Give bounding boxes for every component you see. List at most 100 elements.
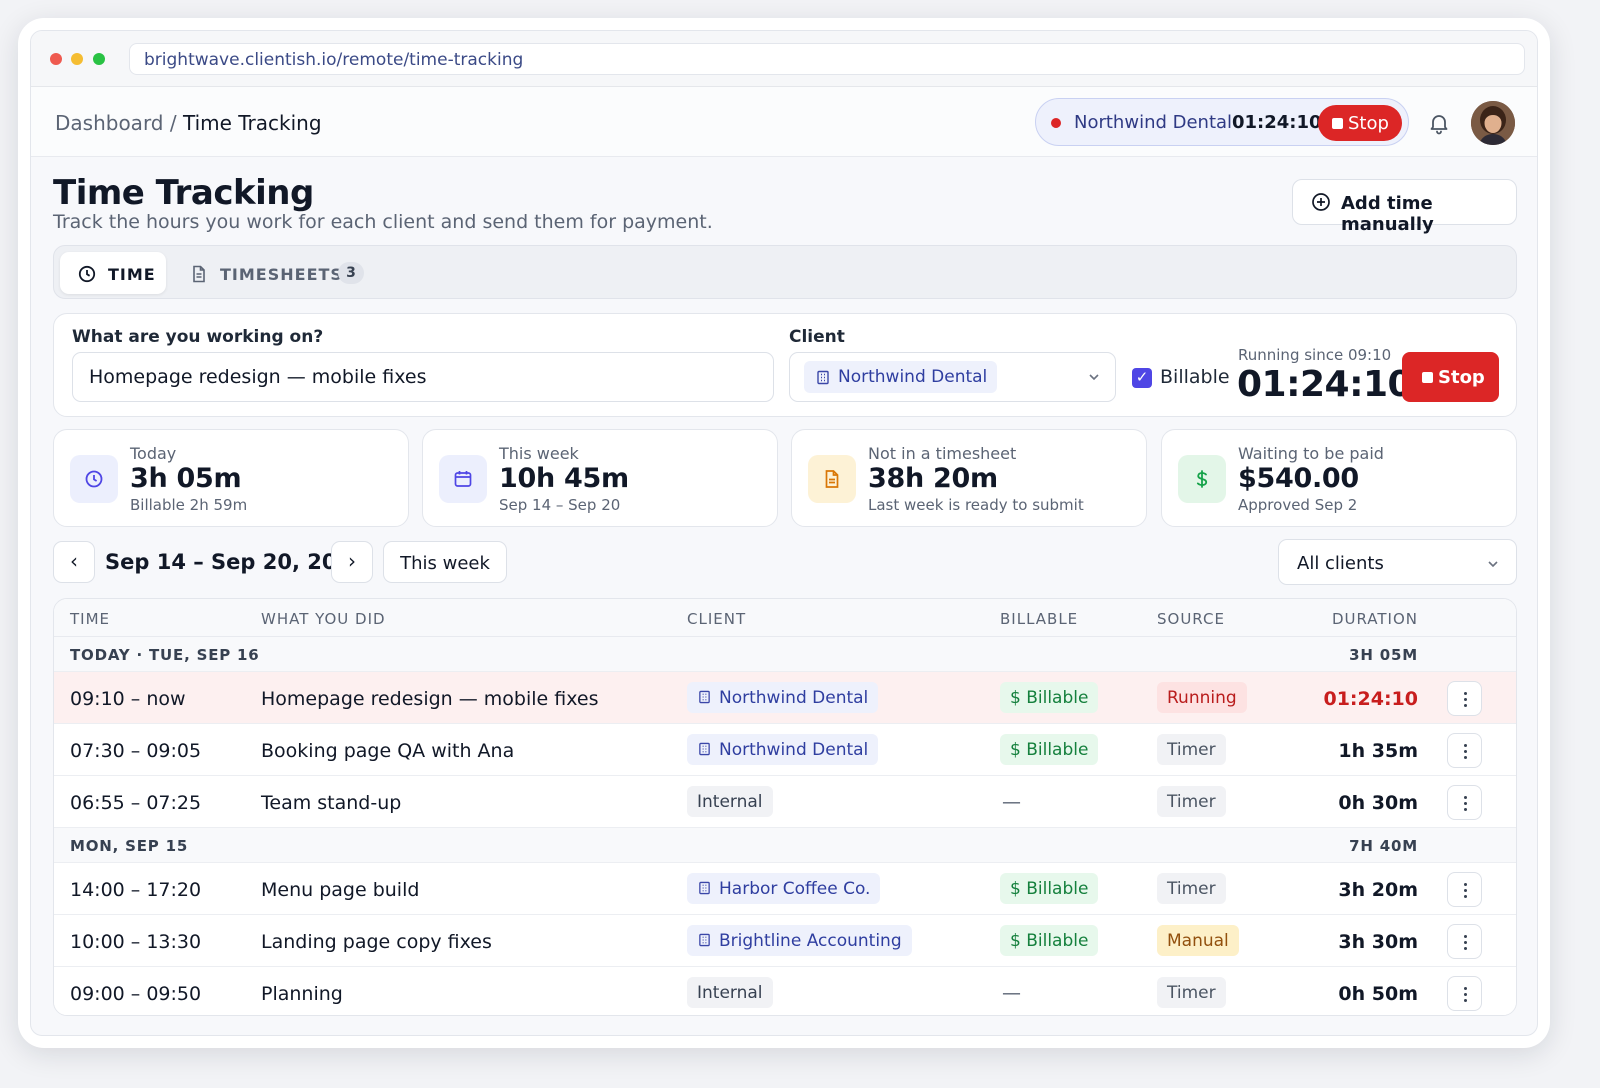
this-week-button[interactable]: This week	[383, 541, 507, 583]
chevron-down-icon	[1089, 374, 1099, 381]
billable-checkbox[interactable]: ✓	[1132, 368, 1152, 388]
breadcrumb-separator: /	[163, 111, 183, 135]
add-time-manually-button[interactable]: Add time manually	[1292, 179, 1517, 235]
row-actions-kebab-icon[interactable]	[1447, 976, 1482, 1011]
stop-timer-label: Stop	[1438, 367, 1485, 388]
dollar-icon	[1178, 455, 1226, 503]
recording-dot-icon	[1051, 118, 1061, 128]
add-time-label: Add time manually	[1341, 193, 1434, 235]
stat-subtext: Last week is ready to submit	[868, 496, 1084, 514]
client-chip-label: Brightline Accounting	[719, 931, 902, 951]
source-badge: Timer	[1157, 977, 1226, 1008]
tab-timesheets[interactable]: TIMESHEETS 3	[186, 252, 376, 294]
table-row[interactable]: 09:00 – 09:50 Planning Internal — Timer 0h 50…	[54, 967, 1516, 1015]
entry-description: Menu page build	[261, 879, 420, 901]
stat-label: Not in a timesheet	[868, 444, 1017, 463]
selected-client-chip: Northwind Dental	[804, 361, 998, 393]
entry-time-range: 14:00 – 17:20	[70, 879, 202, 901]
column-header-billable: BILLABLE	[1000, 610, 1079, 628]
table-row[interactable]: 09:10 – now Homepage redesign — mobile fi…	[54, 672, 1516, 724]
row-actions-kebab-icon[interactable]	[1447, 785, 1482, 820]
tab-time[interactable]: TIME	[60, 252, 166, 294]
app-header: Dashboard / Time Tracking Northwind Dent…	[31, 87, 1537, 157]
building-icon	[699, 933, 710, 947]
document-icon	[193, 265, 205, 283]
row-actions-kebab-icon[interactable]	[1447, 733, 1482, 768]
column-header-client: CLIENT	[687, 610, 747, 628]
timer-client-name: Northwind Dental	[1074, 112, 1233, 133]
address-bar[interactable]: brightwave.clientish.io/remote/time-trac…	[129, 43, 1525, 75]
table-row[interactable]: 06:55 – 07:25 Team stand-up Internal — Timer…	[54, 776, 1516, 828]
building-icon	[699, 690, 710, 704]
column-header-what-you-did: WHAT YOU DID	[261, 610, 386, 628]
maximize-window-button[interactable]	[93, 53, 105, 65]
row-actions-kebab-icon[interactable]	[1447, 924, 1482, 959]
clock-icon	[70, 455, 118, 503]
table-group-header: TODAY · TUE, SEP 16 3H 05M	[54, 637, 1516, 672]
stat-label: Today	[130, 444, 177, 463]
group-total: 7H 40M	[1349, 837, 1418, 855]
table-row[interactable]: 07:30 – 09:05 Booking page QA with Ana Nor…	[54, 724, 1516, 776]
entry-time-range: 07:30 – 09:05	[70, 740, 202, 762]
entry-description: Planning	[261, 983, 343, 1005]
entry-duration: 1h 35m	[1338, 740, 1418, 762]
client-filter-select[interactable]: All clients	[1278, 539, 1517, 585]
entry-time-range: 10:00 – 13:30	[70, 931, 202, 953]
entry-description: Landing page copy fixes	[261, 931, 492, 953]
source-badge: Timer	[1157, 786, 1226, 817]
client-field-label: Client	[789, 327, 845, 347]
stat-value: 10h 45m	[499, 463, 629, 494]
breadcrumb-current: Time Tracking	[182, 111, 322, 135]
client-select[interactable]: Northwind Dental	[789, 352, 1116, 402]
running-timer-display: 01:24:10	[1237, 364, 1413, 405]
stat-value: 3h 05m	[130, 463, 242, 494]
client-chip[interactable]: Northwind Dental	[687, 734, 879, 765]
billable-badge: $ Billable	[1000, 734, 1099, 765]
week-range-label: Sep 14 – Sep 20, 2026	[105, 550, 366, 574]
tab-time-label: TIME	[108, 265, 156, 284]
source-badge: Timer	[1157, 734, 1226, 765]
tab-timesheets-label: TIMESHEETS	[220, 265, 343, 284]
stop-square-icon	[1422, 372, 1433, 383]
building-icon	[817, 370, 829, 385]
client-filter-label: All clients	[1297, 553, 1384, 574]
avatar[interactable]	[1471, 101, 1515, 145]
column-header-time: TIME	[70, 610, 111, 628]
breadcrumb-dashboard-link[interactable]: Dashboard	[55, 111, 164, 135]
entry-description: Booking page QA with Ana	[261, 740, 515, 762]
source-badge: Manual	[1157, 925, 1239, 956]
source-badge: Running	[1157, 682, 1247, 713]
previous-week-button[interactable]: ‹	[53, 541, 95, 583]
building-icon	[699, 742, 710, 756]
calendar-icon	[439, 455, 487, 503]
not-billable-dash: —	[1002, 791, 1021, 813]
page-subtitle: Track the hours you work for each client…	[53, 211, 713, 233]
client-chip-label: Northwind Dental	[719, 740, 869, 760]
entry-duration: 0h 30m	[1338, 792, 1418, 814]
stat-card-today: Today 3h 05m Billable 2h 59m	[53, 429, 409, 527]
billable-badge: $ Billable	[1000, 873, 1099, 904]
client-chip[interactable]: Brightline Accounting	[687, 925, 912, 956]
client-chip-label: Internal	[697, 983, 763, 1003]
plus-circle-icon	[1312, 193, 1330, 211]
next-week-button[interactable]: ›	[331, 541, 373, 583]
header-stop-button[interactable]: Stop	[1318, 105, 1402, 141]
selected-client-label: Northwind Dental	[838, 367, 988, 387]
group-date-label: MON, SEP 15	[70, 837, 189, 855]
stat-card-waiting-payment: Waiting to be paid $540.00 Approved Sep …	[1161, 429, 1517, 527]
row-actions-kebab-icon[interactable]	[1447, 681, 1482, 716]
bell-icon[interactable]	[1427, 111, 1451, 135]
minimize-window-button[interactable]	[71, 53, 83, 65]
stat-subtext: Billable 2h 59m	[130, 496, 248, 514]
close-window-button[interactable]	[50, 53, 62, 65]
clock-icon	[78, 265, 96, 283]
row-actions-kebab-icon[interactable]	[1447, 872, 1482, 907]
table-row[interactable]: 14:00 – 17:20 Menu page build Harbor Coffe…	[54, 863, 1516, 915]
client-chip[interactable]: Northwind Dental	[687, 682, 879, 713]
running-timer-pill[interactable]: Northwind Dental 01:24:10 Stop	[1035, 98, 1409, 146]
table-row[interactable]: 10:00 – 13:30 Landing page copy fixes Brig…	[54, 915, 1516, 967]
stop-timer-button[interactable]: Stop	[1402, 352, 1499, 402]
client-chip-internal: Internal	[687, 786, 773, 817]
task-input[interactable]: Homepage redesign — mobile fixes	[72, 352, 774, 402]
client-chip[interactable]: Harbor Coffee Co.	[687, 873, 881, 904]
